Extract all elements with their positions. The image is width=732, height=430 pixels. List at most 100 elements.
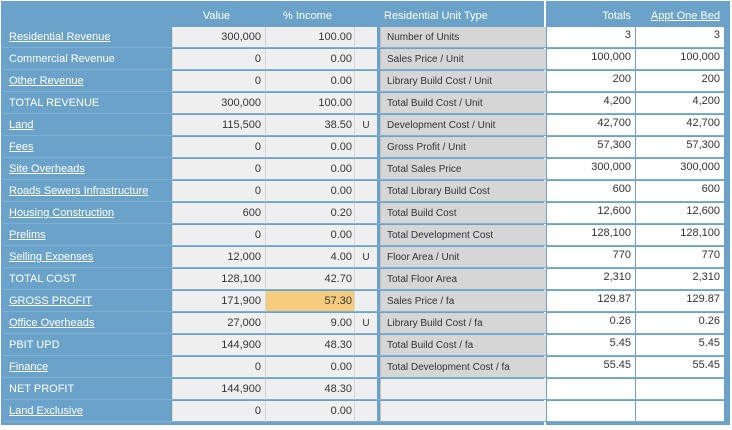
appt-one-bed-cell[interactable]: 300,000 [636,159,724,180]
income-pct-cell[interactable]: 9.00 [265,313,354,334]
column-gap [377,335,380,356]
header-totals: Totals [602,10,631,22]
row-label[interactable]: Housing Construction [3,203,172,224]
income-pct-cell[interactable]: 0.00 [265,49,354,70]
row-label[interactable]: Residential Revenue [3,27,172,48]
row-label: PBIT UPD [3,335,172,356]
appt-one-bed-cell[interactable]: 0.26 [636,313,724,334]
appt-one-bed-cell[interactable]: 100,000 [636,49,724,70]
column-gap [377,115,380,136]
value-cell[interactable]: 0 [172,49,265,70]
income-pct-cell[interactable]: 42.70 [265,269,354,290]
appt-one-bed-cell[interactable]: 770 [636,247,724,268]
row-label: Commercial Revenue [3,49,172,70]
column-separator [635,115,636,136]
income-pct-cell[interactable]: 57.30 [265,291,354,312]
income-pct-cell[interactable]: 100.00 [265,27,354,48]
appt-one-bed-cell[interactable]: 129.87 [636,291,724,312]
value-cell[interactable]: 115,500 [172,115,265,136]
value-cell[interactable]: 144,900 [172,335,265,356]
appt-one-bed-cell[interactable]: 57,300 [636,137,724,158]
value-cell[interactable]: 27,000 [172,313,265,334]
row-label[interactable]: Land [3,115,172,136]
income-pct-cell[interactable]: 0.00 [265,159,354,180]
value-cell[interactable]: 0 [172,137,265,158]
income-pct-cell[interactable]: 100.00 [265,93,354,114]
value-cell[interactable]: 0 [172,401,265,422]
income-pct-cell[interactable]: 0.00 [265,71,354,92]
unit-type-label: Total Development Cost / fa [380,357,546,378]
unit-type-label: Number of Units [380,27,546,48]
header-income: % Income [283,10,332,22]
unit-type-label: Library Build Cost / fa [380,313,546,334]
unit-flag [354,269,377,290]
value-cell[interactable]: 12,000 [172,247,265,268]
totals-cell: 2,310 [547,269,635,290]
unit-type-label: Total Development Cost [380,225,546,246]
header-spacer [3,5,172,27]
totals-cell [547,379,635,400]
value-cell[interactable]: 128,100 [172,269,265,290]
appt-one-bed-cell[interactable]: 42,700 [636,115,724,136]
row-label[interactable]: GROSS PROFIT [3,291,172,312]
value-cell[interactable]: 144,900 [172,379,265,400]
income-pct-cell[interactable]: 0.00 [265,357,354,378]
appt-one-bed-link[interactable]: Appt One Bed [650,10,720,22]
unit-type-label: Total Build Cost / fa [380,335,546,356]
column-separator [635,49,636,70]
value-cell[interactable]: 300,000 [172,27,265,48]
value-cell[interactable]: 171,900 [172,291,265,312]
totals-cell: 300,000 [547,159,635,180]
header-appt-link[interactable]: Appt One Bed [636,5,724,27]
column-separator [635,401,636,422]
unit-flag [354,379,377,400]
row-label[interactable]: Selling Expenses [3,247,172,268]
appt-one-bed-cell[interactable]: 200 [636,71,724,92]
unit-flag [354,93,377,114]
appt-one-bed-cell[interactable]: 12,600 [636,203,724,224]
income-pct-cell[interactable]: 0.00 [265,137,354,158]
column-separator [635,335,636,356]
row-label[interactable]: Prelims [3,225,172,246]
income-pct-cell[interactable]: 0.20 [265,203,354,224]
value-cell[interactable]: 0 [172,225,265,246]
totals-cell: 4,200 [547,93,635,114]
value-cell[interactable]: 0 [172,181,265,202]
income-pct-cell[interactable]: 0.00 [265,401,354,422]
row-label[interactable]: Roads Sewers Infrastructure [3,181,172,202]
income-pct-cell[interactable]: 0.00 [265,181,354,202]
appt-one-bed-cell[interactable]: 600 [636,181,724,202]
value-cell[interactable]: 0 [172,159,265,180]
appt-one-bed-cell[interactable] [636,379,724,400]
appt-one-bed-cell[interactable]: 2,310 [636,269,724,290]
value-cell[interactable]: 0 [172,357,265,378]
value-cell[interactable]: 0 [172,71,265,92]
row-label[interactable]: Other Revenue [3,71,172,92]
column-gap [377,225,380,246]
totals-cell: 5.45 [547,335,635,356]
unit-flag: U [354,313,377,334]
row-label[interactable]: Fees [3,137,172,158]
column-gap [377,379,380,400]
appt-one-bed-cell[interactable]: 55.45 [636,357,724,378]
appt-one-bed-cell[interactable]: 128,100 [636,225,724,246]
row-label[interactable]: Land Exclusive [3,401,172,422]
income-pct-cell[interactable]: 4.00 [265,247,354,268]
row-label[interactable]: Finance [3,357,172,378]
income-pct-cell[interactable]: 38.50 [265,115,354,136]
unit-grid: Totals Appt One Bed 3 3 100,000 100,000 200 2… [547,5,724,423]
appt-one-bed-cell[interactable] [636,401,724,422]
appt-one-bed-cell[interactable]: 5.45 [636,335,724,356]
income-pct-cell[interactable]: 48.30 [265,335,354,356]
appt-one-bed-cell[interactable]: 4,200 [636,93,724,114]
row-label[interactable]: Office Overheads [3,313,172,334]
appt-one-bed-cell[interactable]: 3 [636,27,724,48]
unit-panel: Totals Appt One Bed 3 3 100,000 100,000 200 2… [546,1,730,425]
value-cell[interactable]: 600 [172,203,265,224]
row-label[interactable]: Site Overheads [3,159,172,180]
value-cell[interactable]: 300,000 [172,93,265,114]
income-pct-cell[interactable]: 48.30 [265,379,354,400]
unit-flag [354,27,377,48]
header-value: Value [202,10,231,22]
income-pct-cell[interactable]: 0.00 [265,225,354,246]
